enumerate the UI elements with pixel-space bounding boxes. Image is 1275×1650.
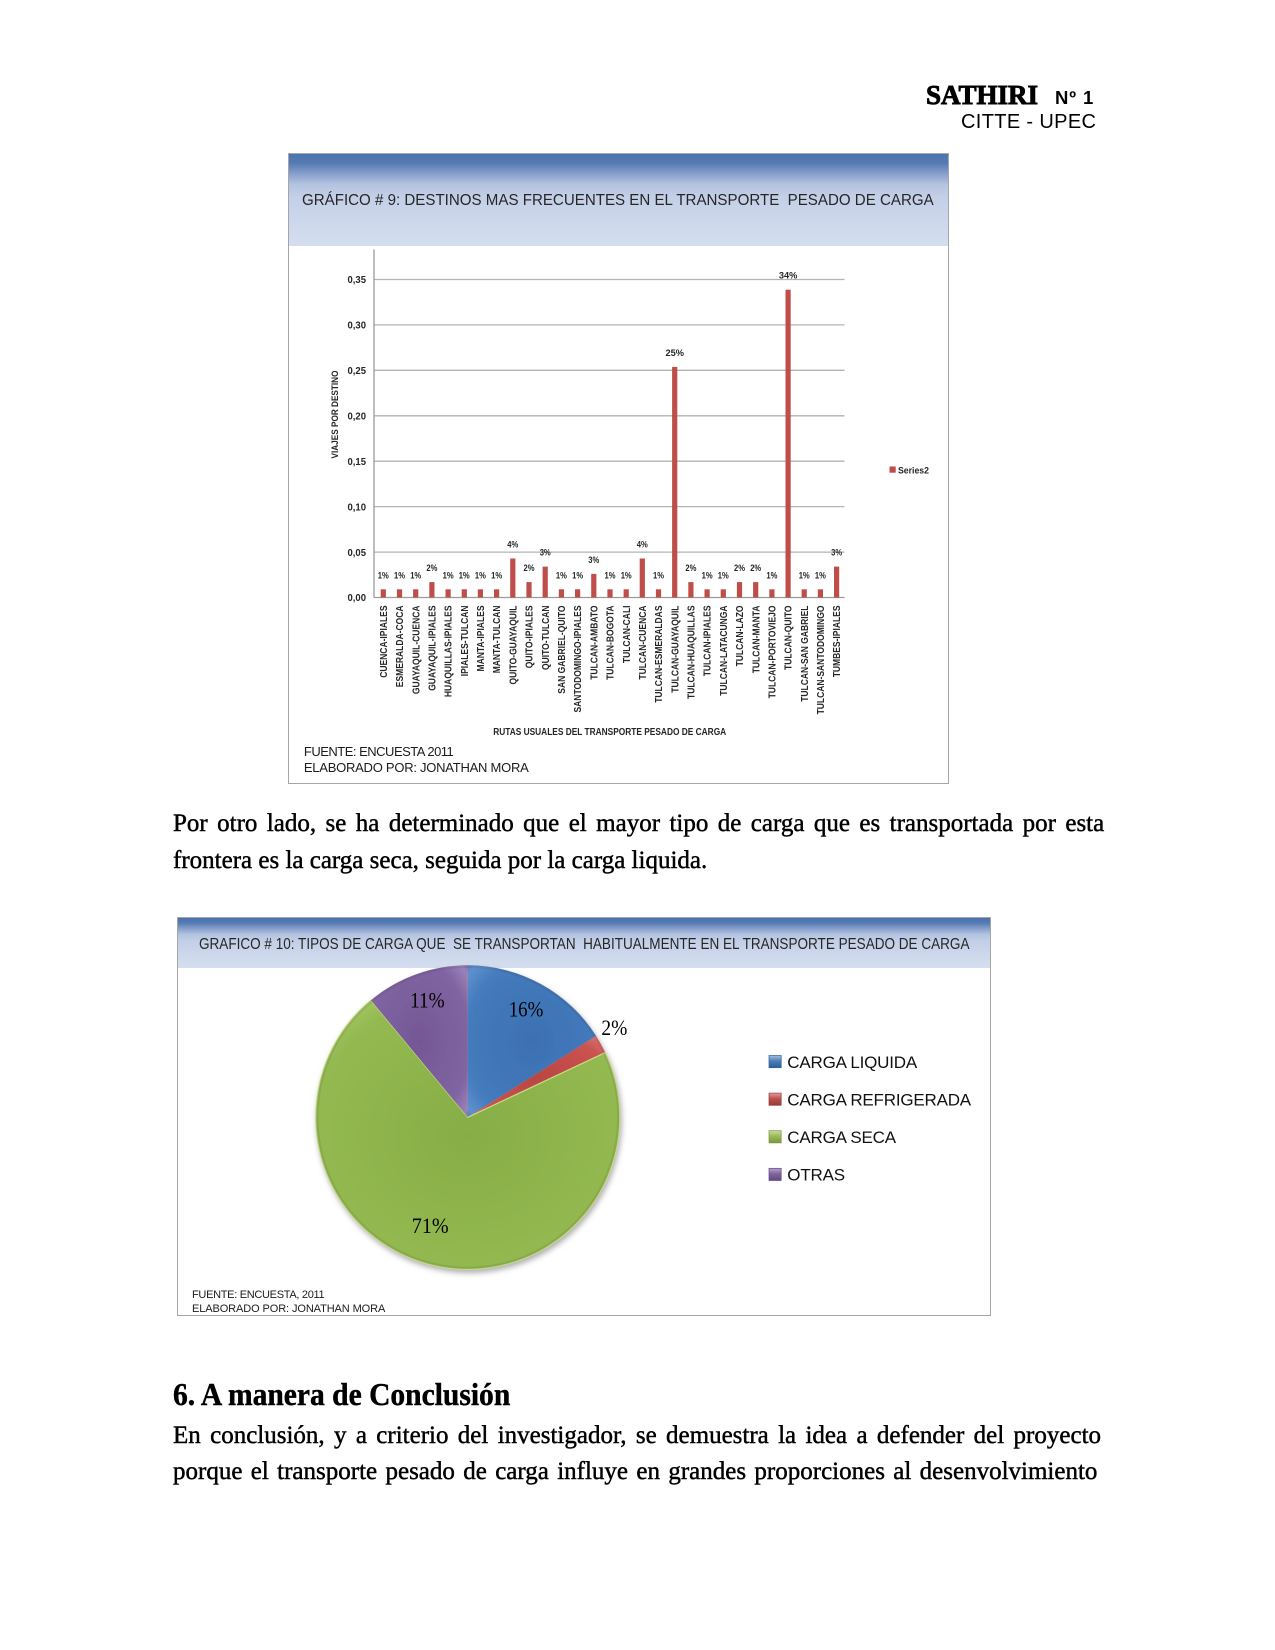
svg-text:SAN GABRIEL-QUITO: SAN GABRIEL-QUITO — [557, 605, 568, 693]
svg-text:4%: 4% — [637, 540, 648, 551]
svg-text:TULCAN-QUITO: TULCAN-QUITO — [784, 605, 795, 670]
svg-text:TULCAN-HUAQUILLAS: TULCAN-HUAQUILLAS — [687, 605, 698, 699]
svg-text:GUAYAQUIL-IPIALES: GUAYAQUIL-IPIALES — [428, 605, 439, 691]
svg-text:TULCAN-AMBATO: TULCAN-AMBATO — [589, 605, 600, 679]
svg-text:SANTODOMINGO-IPIALES: SANTODOMINGO-IPIALES — [573, 605, 584, 712]
svg-text:QUITO-GUAYAQUIL: QUITO-GUAYAQUIL — [508, 606, 519, 685]
svg-text:TULCAN-CALI: TULCAN-CALI — [622, 605, 633, 663]
svg-text:0,25: 0,25 — [348, 366, 367, 377]
svg-text:1%: 1% — [556, 570, 567, 581]
svg-text:0,30: 0,30 — [348, 321, 367, 332]
svg-text:1%: 1% — [653, 570, 664, 581]
svg-text:TULCAN-ESMERALDAS: TULCAN-ESMERALDAS — [654, 605, 665, 703]
svg-text:0,20: 0,20 — [348, 412, 367, 423]
svg-text:0,15: 0,15 — [348, 457, 367, 468]
svg-text:CARGA SECA: CARGA SECA — [787, 1128, 896, 1147]
svg-text:TULCAN-LATACUNGA: TULCAN-LATACUNGA — [719, 606, 730, 696]
svg-text:11%: 11% — [410, 988, 445, 1013]
svg-text:1%: 1% — [572, 570, 583, 581]
svg-text:0,35: 0,35 — [348, 275, 367, 286]
svg-text:OTRAS: OTRAS — [787, 1166, 845, 1185]
svg-text:Series2: Series2 — [898, 465, 929, 476]
svg-text:3%: 3% — [540, 548, 551, 559]
svg-text:TULCAN-BOGOTA: TULCAN-BOGOTA — [606, 606, 617, 680]
svg-text:2%: 2% — [426, 563, 437, 574]
svg-text:QUITO-TULCAN: QUITO-TULCAN — [541, 606, 552, 671]
svg-text:2%: 2% — [685, 563, 696, 574]
svg-text:1%: 1% — [815, 570, 826, 581]
svg-text:1%: 1% — [410, 570, 421, 581]
svg-text:1%: 1% — [443, 570, 454, 581]
svg-text:1%: 1% — [378, 570, 389, 581]
svg-text:TULCAN-CUENCA: TULCAN-CUENCA — [638, 606, 649, 680]
svg-text:RUTAS USUALES DEL TRANSPORTE P: RUTAS USUALES DEL TRANSPORTE PESADO DE C… — [493, 727, 726, 738]
svg-text:1%: 1% — [718, 570, 729, 581]
svg-text:0,00: 0,00 — [348, 593, 367, 604]
svg-text:CARGA LIQUIDA: CARGA LIQUIDA — [787, 1053, 918, 1072]
svg-text:ESMERALDA-COCA: ESMERALDA-COCA — [395, 606, 406, 688]
svg-text:1%: 1% — [621, 570, 632, 581]
svg-text:1%: 1% — [475, 570, 486, 581]
svg-text:TULCAN-PORTOVIEJO: TULCAN-PORTOVIEJO — [768, 605, 779, 698]
svg-text:TULCAN-MANTA: TULCAN-MANTA — [751, 606, 762, 674]
svg-text:16%: 16% — [508, 996, 543, 1021]
svg-text:25%: 25% — [665, 348, 684, 359]
svg-text:1%: 1% — [394, 570, 405, 581]
svg-text:34%: 34% — [779, 271, 798, 282]
svg-text:1%: 1% — [799, 570, 810, 581]
svg-text:0,10: 0,10 — [348, 502, 367, 513]
svg-text:VIAJES POR DESTINO: VIAJES POR DESTINO — [330, 371, 341, 459]
svg-text:TULCAN-GUAYAQUIL: TULCAN-GUAYAQUIL — [670, 606, 681, 693]
svg-text:TULCAN-LAZO: TULCAN-LAZO — [735, 605, 746, 666]
svg-text:TULCAN-IPIALES: TULCAN-IPIALES — [703, 605, 714, 676]
svg-text:1%: 1% — [605, 570, 616, 581]
svg-text:1%: 1% — [766, 570, 777, 581]
svg-text:1%: 1% — [491, 570, 502, 581]
svg-text:MANTA-IPIALES: MANTA-IPIALES — [476, 605, 487, 671]
svg-text:3%: 3% — [588, 555, 599, 566]
svg-text:2%: 2% — [734, 563, 745, 574]
svg-text:TUMBES-IPIALES: TUMBES-IPIALES — [832, 605, 843, 677]
svg-text:1%: 1% — [459, 570, 470, 581]
svg-text:CARGA REFRIGERADA: CARGA REFRIGERADA — [787, 1090, 971, 1109]
svg-text:71%: 71% — [411, 1213, 448, 1238]
svg-text:1%: 1% — [702, 570, 713, 581]
svg-text:CUENCA-IPIALES: CUENCA-IPIALES — [379, 605, 390, 678]
svg-text:3%: 3% — [831, 548, 842, 559]
svg-text:4%: 4% — [507, 540, 518, 551]
svg-text:TULCAN-SANTODOMINGO: TULCAN-SANTODOMINGO — [816, 605, 827, 714]
svg-text:TULCAN-SAN GABRIEL: TULCAN-SAN GABRIEL — [800, 606, 811, 702]
svg-text:2%: 2% — [601, 1015, 627, 1040]
svg-text:2%: 2% — [524, 563, 535, 574]
svg-text:IPIALES-TULCAN: IPIALES-TULCAN — [460, 606, 471, 677]
svg-text:HUAQUILLAS-IPIALES: HUAQUILLAS-IPIALES — [444, 605, 455, 697]
svg-text:QUITO-IPIALES: QUITO-IPIALES — [525, 605, 536, 668]
svg-text:GUAYAQUIL-CUENCA: GUAYAQUIL-CUENCA — [411, 606, 422, 695]
svg-text:0,05: 0,05 — [348, 548, 367, 559]
svg-text:2%: 2% — [750, 563, 761, 574]
svg-text:MANTA-TULCAN: MANTA-TULCAN — [492, 606, 503, 674]
